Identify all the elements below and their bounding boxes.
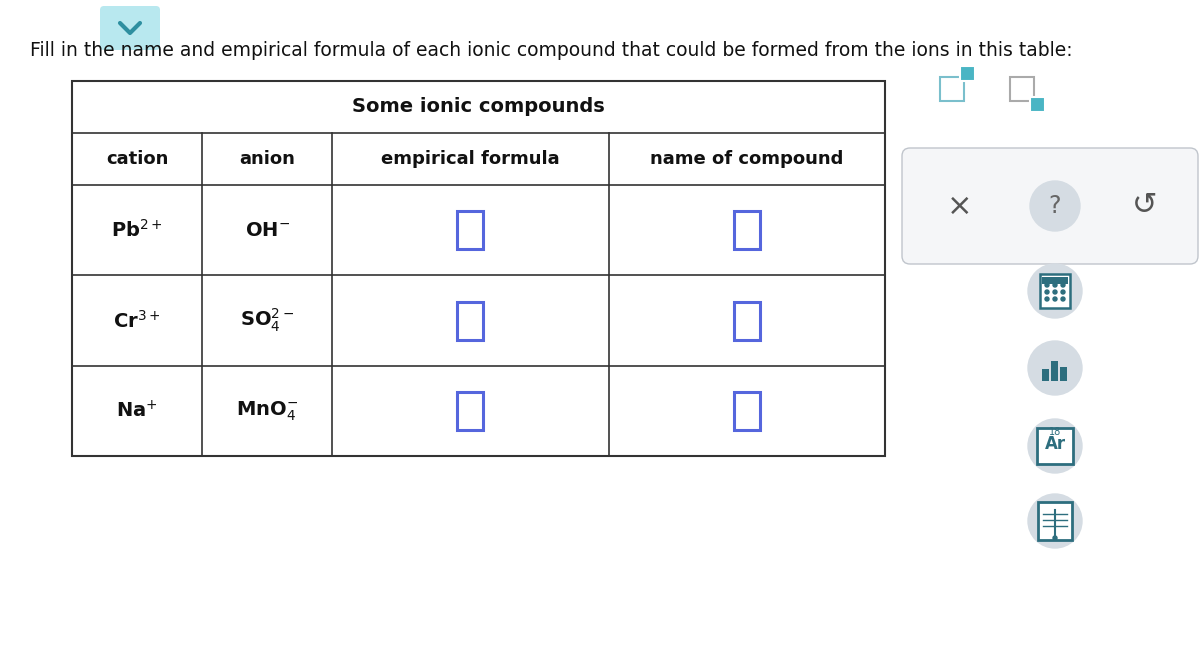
Bar xyxy=(733,392,760,430)
Circle shape xyxy=(1028,494,1082,548)
Bar xyxy=(960,66,974,81)
Text: OH$^{-}$: OH$^{-}$ xyxy=(245,221,289,240)
FancyBboxPatch shape xyxy=(100,6,160,50)
Text: ↺: ↺ xyxy=(1133,191,1158,220)
Circle shape xyxy=(1045,297,1049,301)
Bar xyxy=(1037,428,1073,464)
Text: Ar: Ar xyxy=(1044,435,1066,453)
Circle shape xyxy=(1061,297,1066,301)
Text: Na$^{+}$: Na$^{+}$ xyxy=(116,400,158,421)
Bar xyxy=(457,211,484,249)
Bar xyxy=(1051,361,1058,381)
Circle shape xyxy=(1054,536,1057,540)
Bar xyxy=(1038,502,1072,540)
Text: Fill in the name and empirical formula of each ionic compound that could be form: Fill in the name and empirical formula o… xyxy=(30,41,1073,61)
Circle shape xyxy=(1054,297,1057,301)
Text: ?: ? xyxy=(1049,194,1061,218)
Text: 18: 18 xyxy=(1049,427,1061,437)
Circle shape xyxy=(1061,290,1066,294)
Text: MnO$_4^{-}$: MnO$_4^{-}$ xyxy=(236,399,298,422)
Circle shape xyxy=(1061,283,1066,287)
Text: Cr$^{3+}$: Cr$^{3+}$ xyxy=(113,309,161,331)
Bar xyxy=(1042,369,1049,381)
Bar xyxy=(72,81,886,456)
Text: ×: × xyxy=(947,191,973,220)
Bar xyxy=(1060,367,1067,381)
FancyBboxPatch shape xyxy=(902,148,1198,264)
Circle shape xyxy=(1054,283,1057,287)
Circle shape xyxy=(1045,283,1049,287)
Text: SO$_4^{2-}$: SO$_4^{2-}$ xyxy=(240,307,294,334)
Circle shape xyxy=(1030,181,1080,231)
Text: Pb$^{2+}$: Pb$^{2+}$ xyxy=(112,219,163,241)
Circle shape xyxy=(1054,290,1057,294)
Bar xyxy=(457,302,484,340)
Circle shape xyxy=(1028,341,1082,395)
Text: Some ionic compounds: Some ionic compounds xyxy=(352,98,605,116)
Text: empirical formula: empirical formula xyxy=(382,150,559,168)
Bar xyxy=(457,392,484,430)
Bar xyxy=(733,211,760,249)
Bar xyxy=(1040,274,1070,308)
Text: name of compound: name of compound xyxy=(650,150,844,168)
Bar xyxy=(733,302,760,340)
Circle shape xyxy=(1028,419,1082,473)
Bar xyxy=(1010,77,1034,101)
Bar xyxy=(1030,97,1045,112)
Text: cation: cation xyxy=(106,150,168,168)
Text: anion: anion xyxy=(239,150,295,168)
Circle shape xyxy=(1028,264,1082,318)
Bar xyxy=(940,77,964,101)
Bar xyxy=(1042,277,1068,284)
Circle shape xyxy=(1045,290,1049,294)
